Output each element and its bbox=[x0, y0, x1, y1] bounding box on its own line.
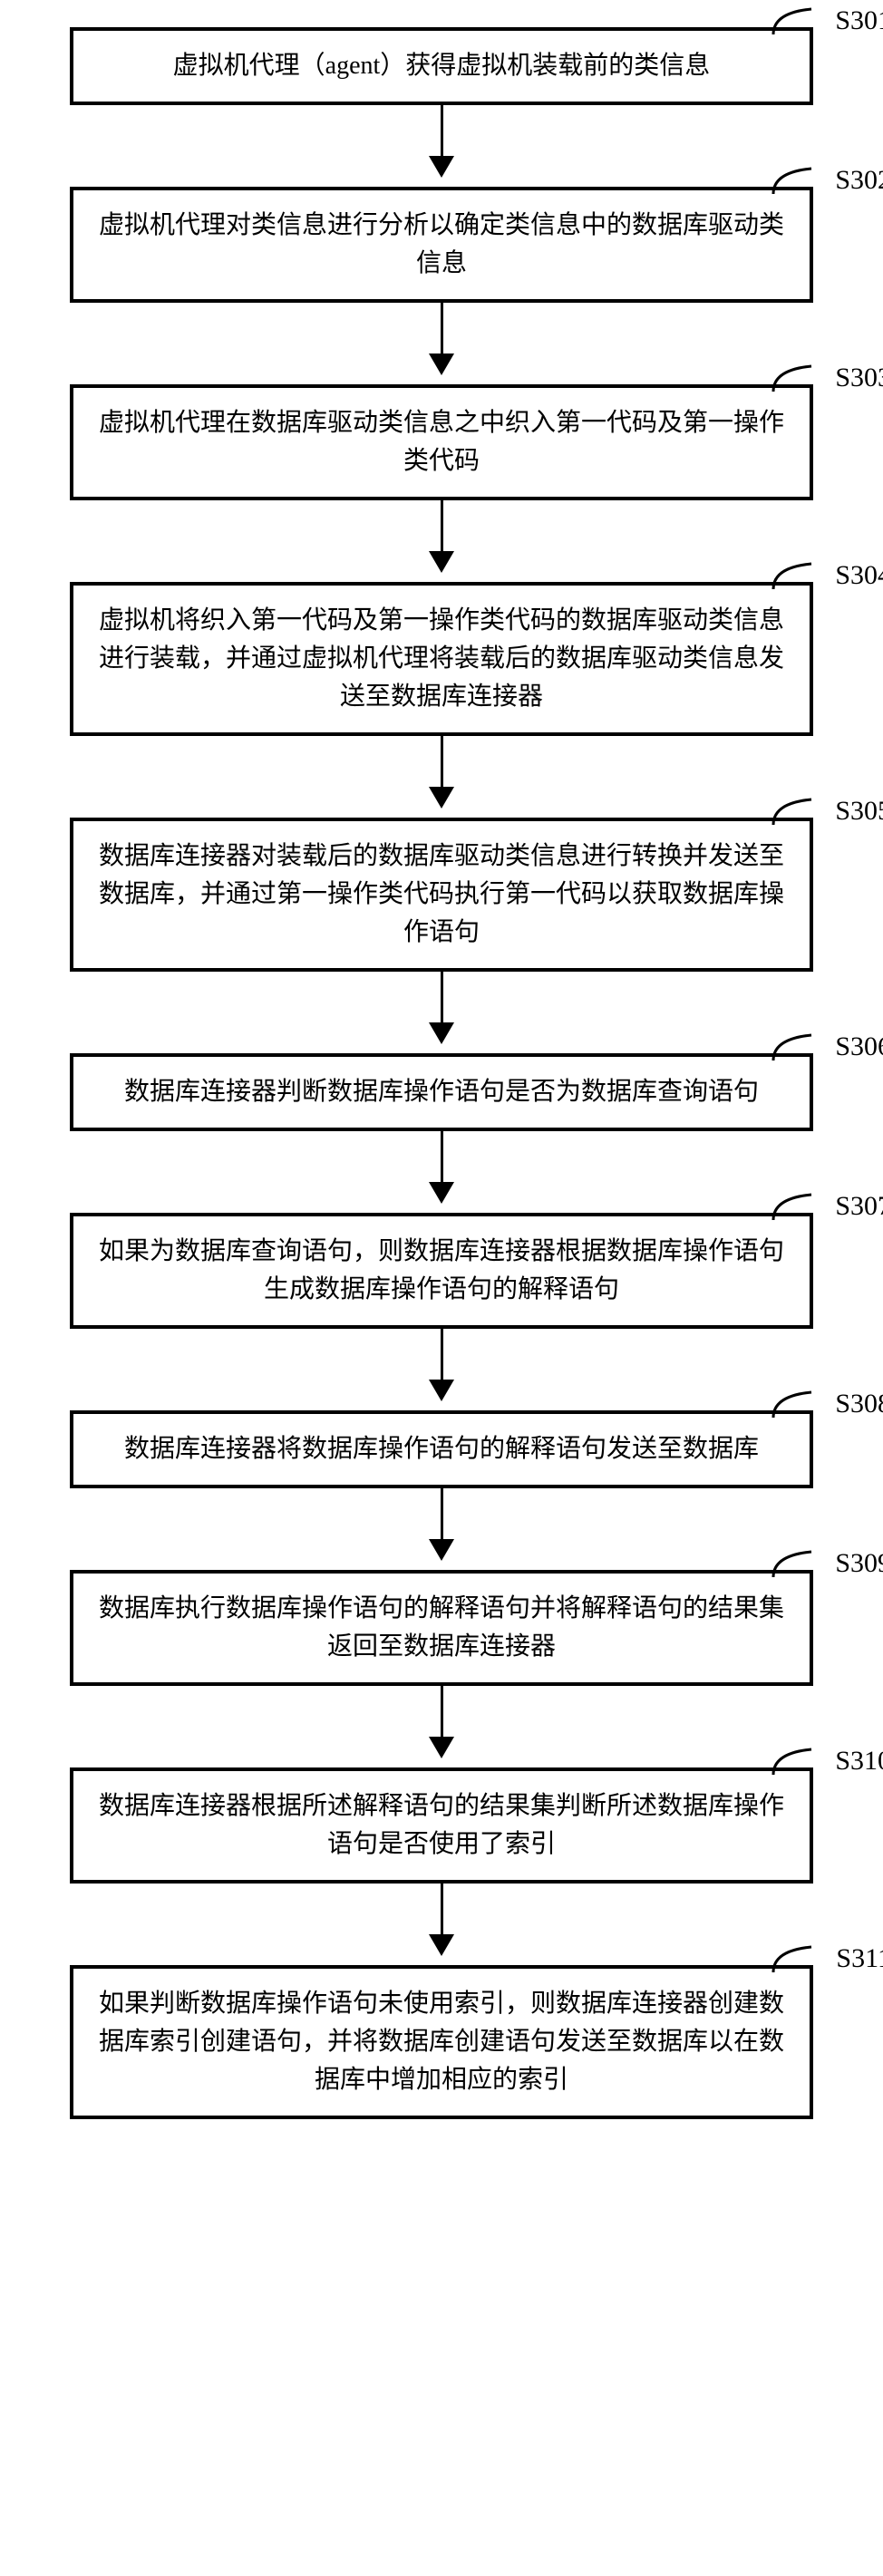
flow-step: S302虚拟机代理对类信息进行分析以确定类信息中的数据库驱动类信息 bbox=[45, 187, 838, 303]
step-label: S301 bbox=[835, 0, 883, 41]
flow-box: S307如果为数据库查询语句，则数据库连接器根据数据库操作语句生成数据库操作语句… bbox=[70, 1213, 813, 1329]
flow-step: S307如果为数据库查询语句，则数据库连接器根据数据库操作语句生成数据库操作语句… bbox=[45, 1213, 838, 1329]
flow-step: S306数据库连接器判断数据库操作语句是否为数据库查询语句 bbox=[45, 1053, 838, 1131]
step-label: S307 bbox=[835, 1186, 883, 1226]
arrow-line bbox=[441, 500, 443, 551]
step-text: 数据库连接器将数据库操作语句的解释语句发送至数据库 bbox=[95, 1430, 788, 1468]
flow-step: S309数据库执行数据库操作语句的解释语句并将解释语句的结果集返回至数据库连接器 bbox=[45, 1570, 838, 1686]
step-text: 如果判断数据库操作语句未使用索引，则数据库连接器创建数据库索引创建语句，并将数据… bbox=[95, 1985, 788, 2099]
arrow-line bbox=[441, 303, 443, 353]
flow-arrow bbox=[429, 1488, 454, 1570]
step-label: S302 bbox=[835, 160, 883, 200]
label-leader bbox=[770, 163, 815, 194]
flow-box: S308数据库连接器将数据库操作语句的解释语句发送至数据库 bbox=[70, 1410, 813, 1488]
flow-arrow bbox=[429, 1131, 454, 1213]
step-text: 数据库连接器判断数据库操作语句是否为数据库查询语句 bbox=[95, 1073, 788, 1111]
flow-arrow bbox=[429, 105, 454, 187]
label-leader bbox=[770, 1387, 815, 1418]
arrow-head-icon bbox=[429, 1539, 454, 1561]
flow-arrow bbox=[429, 303, 454, 384]
arrow-line bbox=[441, 105, 443, 156]
arrow-line bbox=[441, 1488, 443, 1539]
step-label: S306 bbox=[835, 1026, 883, 1067]
flow-step: S308数据库连接器将数据库操作语句的解释语句发送至数据库 bbox=[45, 1410, 838, 1488]
arrow-head-icon bbox=[429, 551, 454, 573]
label-leader bbox=[770, 1546, 815, 1577]
label-leader bbox=[770, 1942, 815, 1972]
step-text: 虚拟机代理在数据库驱动类信息之中织入第一代码及第一操作类代码 bbox=[95, 404, 788, 480]
step-label: S304 bbox=[835, 555, 883, 596]
flow-box: S302虚拟机代理对类信息进行分析以确定类信息中的数据库驱动类信息 bbox=[70, 187, 813, 303]
label-leader bbox=[770, 558, 815, 589]
label-leader bbox=[770, 794, 815, 825]
arrow-line bbox=[441, 1131, 443, 1182]
flow-step: S311如果判断数据库操作语句未使用索引，则数据库连接器创建数据库索引创建语句，… bbox=[45, 1965, 838, 2119]
step-text: 数据库执行数据库操作语句的解释语句并将解释语句的结果集返回至数据库连接器 bbox=[95, 1590, 788, 1666]
arrow-head-icon bbox=[429, 353, 454, 375]
arrow-head-icon bbox=[429, 1934, 454, 1956]
label-leader bbox=[770, 1189, 815, 1220]
flow-arrow bbox=[429, 1884, 454, 1965]
flow-box: S301虚拟机代理（agent）获得虚拟机装载前的类信息 bbox=[70, 27, 813, 105]
step-text: 数据库连接器对装载后的数据库驱动类信息进行转换并发送至数据库，并通过第一操作类代… bbox=[95, 838, 788, 952]
flow-box: S304虚拟机将织入第一代码及第一操作类代码的数据库驱动类信息进行装载，并通过虚… bbox=[70, 582, 813, 736]
arrow-head-icon bbox=[429, 1737, 454, 1758]
flow-box: S309数据库执行数据库操作语句的解释语句并将解释语句的结果集返回至数据库连接器 bbox=[70, 1570, 813, 1686]
step-label: S309 bbox=[835, 1543, 883, 1583]
step-label: S310 bbox=[835, 1740, 883, 1781]
flow-arrow bbox=[429, 1686, 454, 1767]
label-leader bbox=[770, 1744, 815, 1775]
flow-box: S311如果判断数据库操作语句未使用索引，则数据库连接器创建数据库索引创建语句，… bbox=[70, 1965, 813, 2119]
flow-box: S306数据库连接器判断数据库操作语句是否为数据库查询语句 bbox=[70, 1053, 813, 1131]
flow-step: S310数据库连接器根据所述解释语句的结果集判断所述数据库操作语句是否使用了索引 bbox=[45, 1767, 838, 1884]
flow-step: S304虚拟机将织入第一代码及第一操作类代码的数据库驱动类信息进行装载，并通过虚… bbox=[45, 582, 838, 736]
step-label: S308 bbox=[835, 1383, 883, 1424]
flow-arrow bbox=[429, 972, 454, 1053]
flow-step: S305数据库连接器对装载后的数据库驱动类信息进行转换并发送至数据库，并通过第一… bbox=[45, 818, 838, 972]
arrow-head-icon bbox=[429, 787, 454, 809]
step-text: 虚拟机代理（agent）获得虚拟机装载前的类信息 bbox=[95, 47, 788, 85]
arrow-line bbox=[441, 1686, 443, 1737]
label-leader bbox=[770, 361, 815, 392]
step-label: S305 bbox=[835, 790, 883, 831]
step-label: S303 bbox=[835, 357, 883, 398]
flow-step: S303虚拟机代理在数据库驱动类信息之中织入第一代码及第一操作类代码 bbox=[45, 384, 838, 500]
arrow-head-icon bbox=[429, 1380, 454, 1401]
flow-box: S303虚拟机代理在数据库驱动类信息之中织入第一代码及第一操作类代码 bbox=[70, 384, 813, 500]
arrow-line bbox=[441, 1884, 443, 1934]
arrow-line bbox=[441, 1329, 443, 1380]
step-text: 虚拟机将织入第一代码及第一操作类代码的数据库驱动类信息进行装载，并通过虚拟机代理… bbox=[95, 602, 788, 716]
arrow-line bbox=[441, 736, 443, 787]
arrow-head-icon bbox=[429, 1182, 454, 1204]
flow-arrow bbox=[429, 736, 454, 818]
step-text: 如果为数据库查询语句，则数据库连接器根据数据库操作语句生成数据库操作语句的解释语… bbox=[95, 1233, 788, 1309]
flow-arrow bbox=[429, 1329, 454, 1410]
flow-box: S305数据库连接器对装载后的数据库驱动类信息进行转换并发送至数据库，并通过第一… bbox=[70, 818, 813, 972]
label-leader bbox=[770, 1030, 815, 1060]
flow-box: S310数据库连接器根据所述解释语句的结果集判断所述数据库操作语句是否使用了索引 bbox=[70, 1767, 813, 1884]
label-leader bbox=[770, 4, 815, 34]
step-text: 数据库连接器根据所述解释语句的结果集判断所述数据库操作语句是否使用了索引 bbox=[95, 1787, 788, 1864]
flowchart-container: S301虚拟机代理（agent）获得虚拟机装载前的类信息 S302虚拟机代理对类信… bbox=[45, 27, 838, 2119]
flow-arrow bbox=[429, 500, 454, 582]
step-text: 虚拟机代理对类信息进行分析以确定类信息中的数据库驱动类信息 bbox=[95, 207, 788, 283]
arrow-line bbox=[441, 972, 443, 1022]
arrow-head-icon bbox=[429, 1022, 454, 1044]
arrow-head-icon bbox=[429, 156, 454, 178]
flow-step: S301虚拟机代理（agent）获得虚拟机装载前的类信息 bbox=[45, 27, 838, 105]
step-label: S311 bbox=[836, 1938, 883, 1979]
